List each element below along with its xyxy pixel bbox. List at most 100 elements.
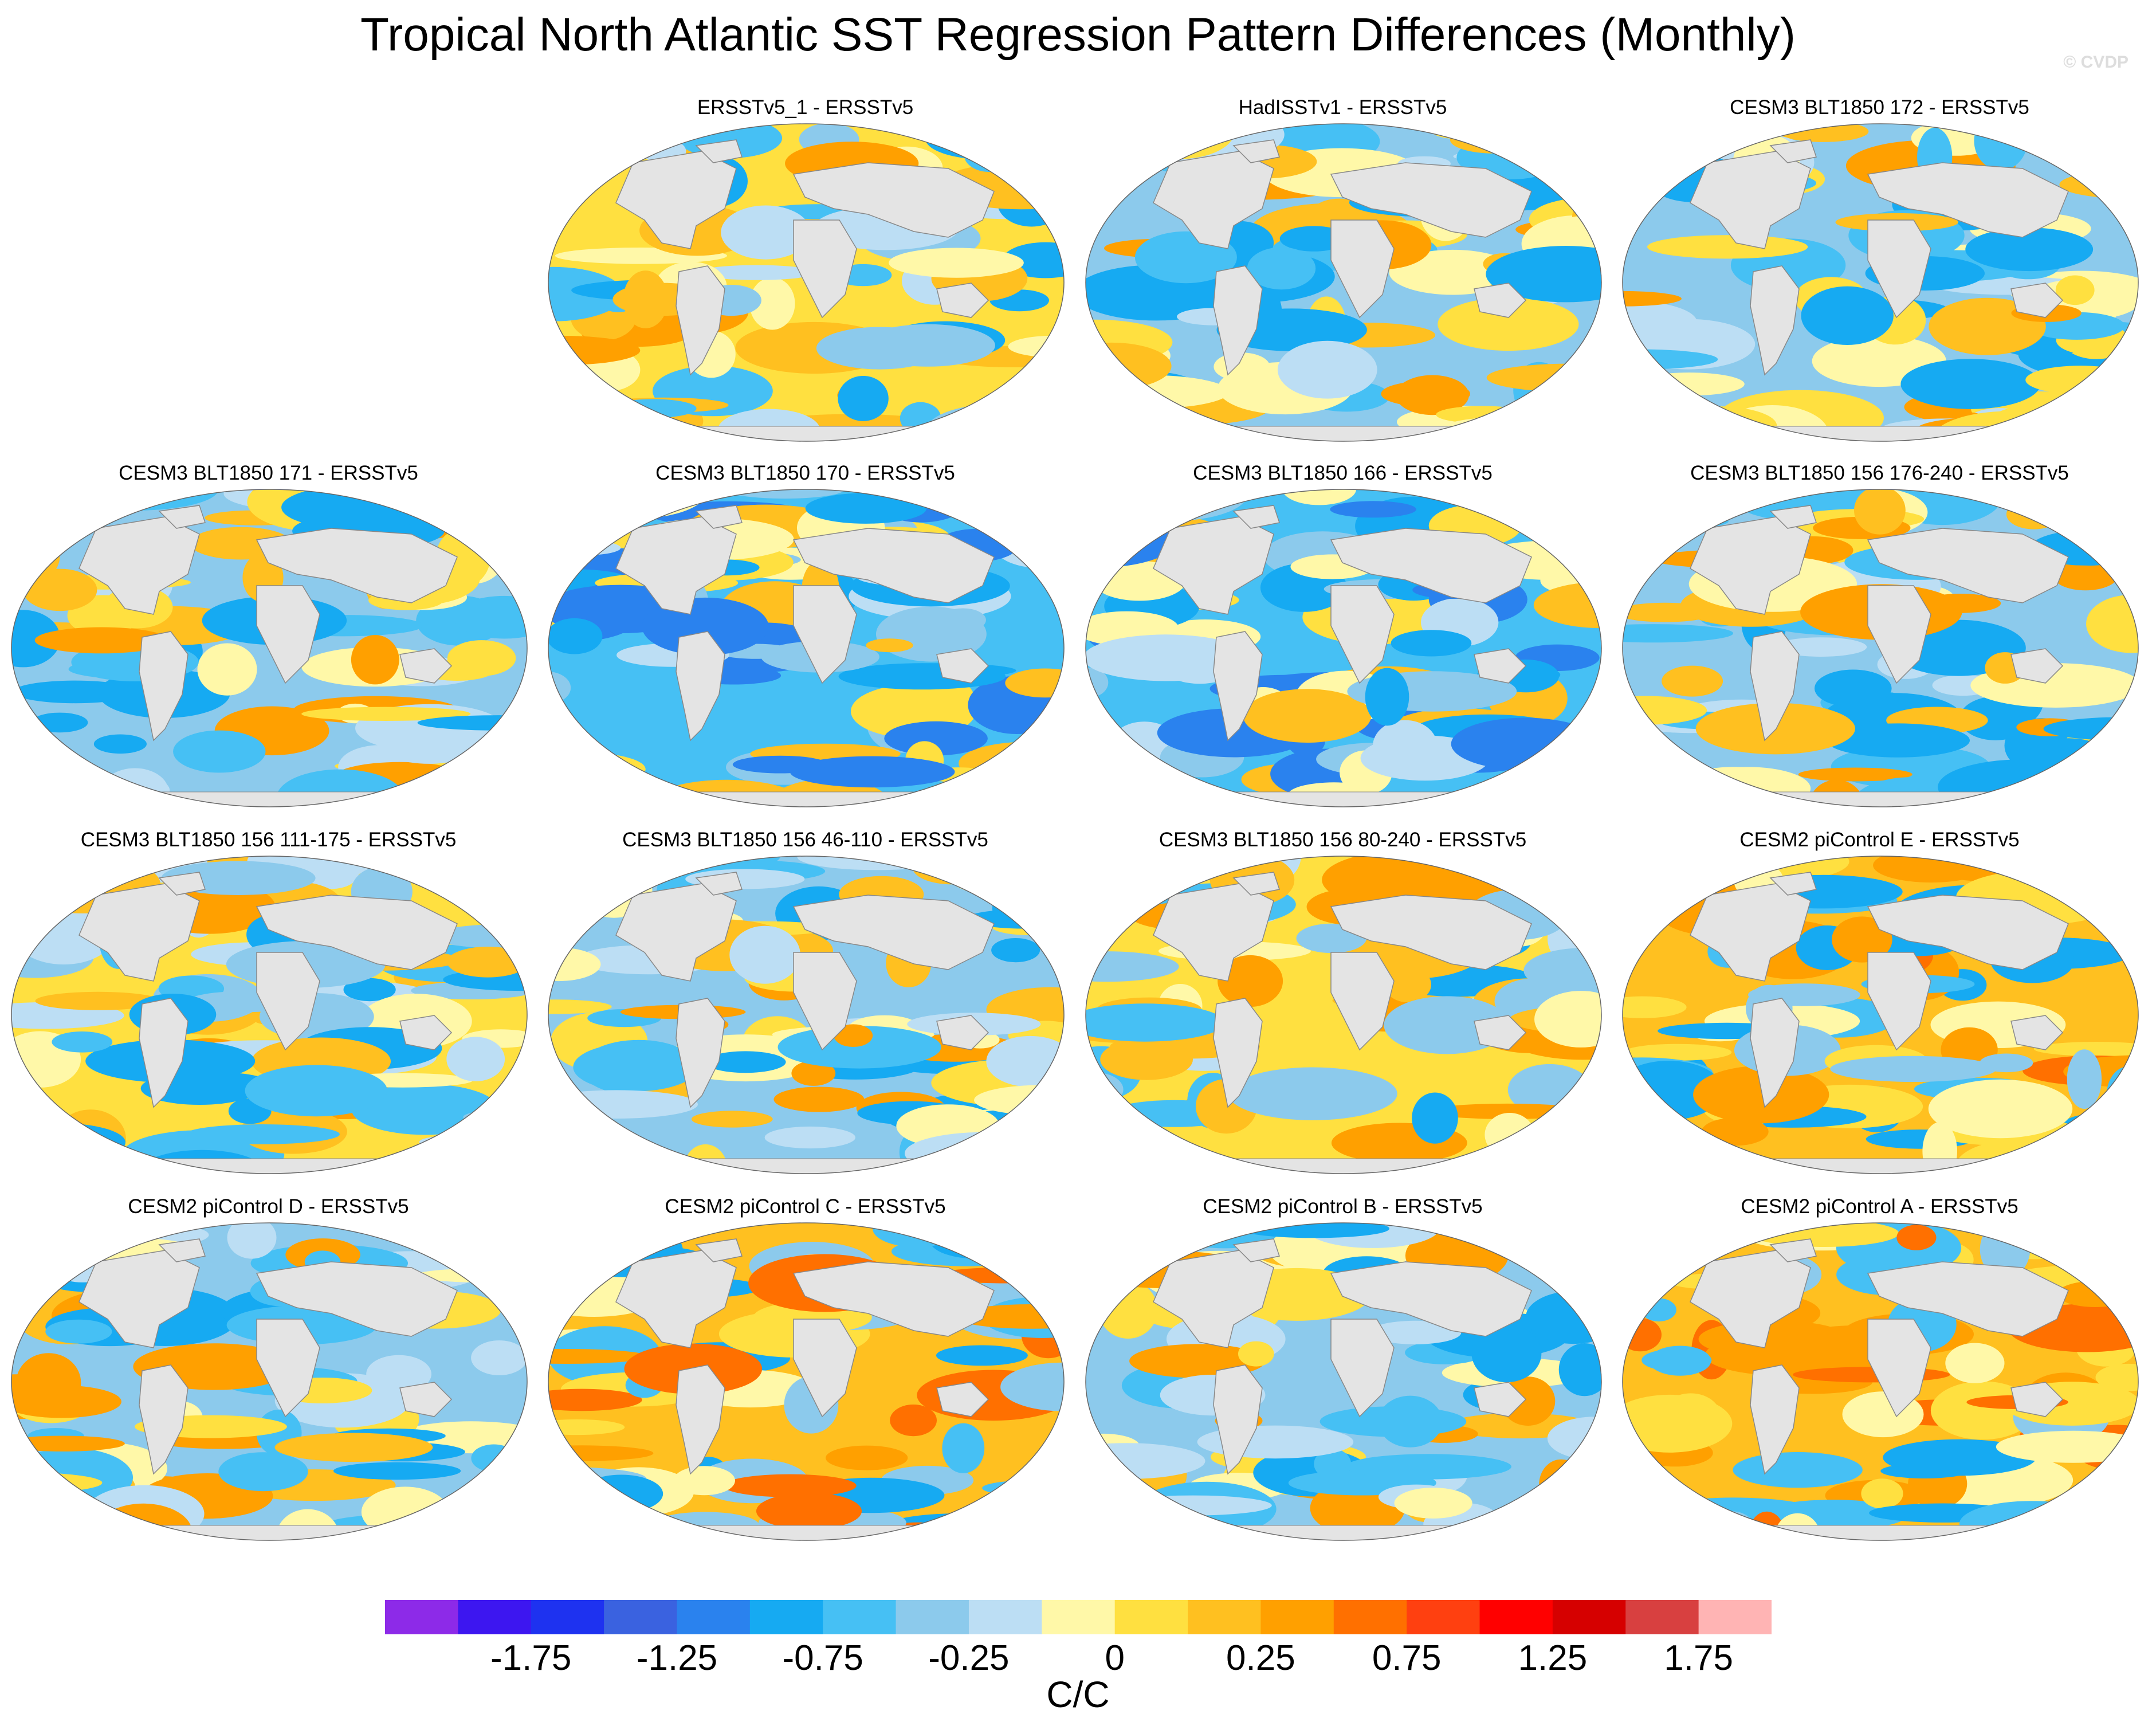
sst-anomaly-region (1450, 126, 1538, 154)
sst-anomaly-region (2025, 366, 2136, 394)
sst-anomaly-region (548, 540, 621, 556)
sst-anomaly-region (333, 1462, 461, 1480)
sst-anomaly-region (1114, 1495, 1272, 1516)
sst-anomaly-region (1965, 227, 2094, 272)
sst-anomaly-region (11, 1385, 121, 1418)
sst-anomaly-region (889, 248, 1024, 278)
sst-anomaly-region (93, 734, 147, 754)
sst-difference-map (548, 856, 1065, 1174)
sst-anomaly-region (1369, 1320, 1462, 1344)
antarctica-landmass (11, 1158, 527, 1174)
colorbar-tick-label: -1.25 (636, 1638, 718, 1678)
continent-landmass (1330, 895, 1532, 970)
sst-anomaly-region (579, 1474, 663, 1513)
continent-landmass (793, 952, 857, 1051)
sst-anomaly-region (548, 124, 644, 167)
map-border (11, 856, 528, 1174)
colorbar-swatch (1479, 1600, 1553, 1634)
sst-anomaly-region (1481, 856, 1539, 884)
sst-anomaly-region (1675, 489, 1721, 524)
sst-anomaly-region (826, 1445, 908, 1470)
continent-landmass (1213, 1364, 1263, 1475)
sst-anomaly-region (548, 124, 653, 164)
sst-anomaly-region (2025, 489, 2120, 515)
map-panel: CESM3 BLT1850 171 - ERSSTv5 (0, 462, 537, 829)
sst-anomaly-region (1042, 1139, 1064, 1174)
continent-landmass (1750, 1364, 1800, 1475)
sst-anomaly-region (548, 779, 657, 798)
sst-anomaly-region (2059, 776, 2138, 807)
panel-title: CESM3 BLT1850 172 - ERSSTv5 (1730, 96, 2029, 119)
continent-landmass (158, 1238, 206, 1262)
continent-landmass (1330, 952, 1395, 1051)
colorbar-tick-label: 0.25 (1226, 1638, 1295, 1678)
antarctica-landmass (1086, 1158, 1601, 1174)
sst-anomaly-region (1959, 696, 2032, 740)
sst-anomaly-region (1854, 489, 1906, 535)
sst-difference-map (548, 1222, 1065, 1541)
continent-landmass (399, 648, 453, 684)
antarctica-landmass (1086, 426, 1601, 441)
map-border (1085, 1222, 1602, 1541)
map-border (1085, 489, 1602, 807)
continent-landmass (792, 895, 995, 970)
panel-title: CESM3 BLT1850 156 111-175 - ERSSTv5 (80, 829, 457, 851)
sst-anomaly-region (37, 1238, 95, 1270)
sst-anomaly-region (1277, 340, 1377, 399)
continent-landmass (695, 1238, 743, 1262)
colorbar (385, 1600, 1772, 1634)
sst-anomaly-region (446, 1037, 505, 1081)
continent-landmass (676, 631, 725, 742)
sst-anomaly-region (86, 774, 170, 807)
sst-anomaly-region (1384, 967, 1431, 1003)
sst-anomaly-region (548, 1349, 649, 1364)
map-panel: CESM3 BLT1850 170 - ERSSTv5 (537, 462, 1074, 829)
sst-anomaly-region (2006, 499, 2061, 529)
sst-anomaly-region (185, 1124, 340, 1144)
continent-landmass (676, 1364, 725, 1475)
colorbar-swatch (896, 1600, 969, 1634)
panel-title: CESM2 piControl C - ERSSTv5 (665, 1195, 946, 1218)
sst-difference-map (1622, 856, 2139, 1174)
map-panel: CESM2 piControl B - ERSSTv5 (1074, 1195, 1611, 1562)
sst-anomaly-region (1686, 767, 1811, 807)
sst-anomaly-region (1815, 669, 1892, 707)
sst-anomaly-region (1623, 996, 1687, 1018)
sst-anomaly-region (2099, 1158, 2138, 1174)
continent-landmass (1867, 952, 1931, 1051)
sst-anomaly-region (1086, 862, 1175, 898)
sst-anomaly-region (1775, 637, 1867, 657)
sst-anomaly-region (361, 1486, 449, 1537)
sst-anomaly-region (1662, 665, 1723, 697)
sst-anomaly-region (1798, 767, 1912, 782)
continent-landmass (792, 528, 995, 603)
sst-anomaly-region (2053, 1223, 2138, 1272)
colorbar-swatch (1042, 1600, 1116, 1634)
map-border (1622, 489, 2139, 807)
sst-anomaly-region (34, 627, 169, 654)
sst-anomaly-region (2095, 1363, 2138, 1391)
map-border (548, 123, 1065, 442)
antarctica-landmass (548, 1158, 1064, 1174)
continent-landmass (1330, 1319, 1395, 1418)
colorbar-swatch (823, 1600, 897, 1634)
sst-anomaly-region (1132, 489, 1232, 504)
sst-anomaly-region (447, 947, 527, 978)
map-panel: CESM2 piControl E - ERSSTv5 (1611, 829, 2148, 1195)
sst-anomaly-region (509, 1452, 527, 1487)
sst-anomaly-region (756, 1492, 862, 1530)
sst-anomaly-region (1577, 710, 1601, 755)
continent-landmass (1330, 162, 1532, 238)
map-panel: CESM2 piControl D - ERSSTv5 (0, 1195, 537, 1562)
sst-anomaly-region (471, 1340, 527, 1375)
continent-landmass (1867, 162, 2069, 238)
map-panel: CESM2 piControl C - ERSSTv5 (537, 1195, 1074, 1562)
sst-difference-map (1622, 1222, 2139, 1541)
sst-difference-map (1622, 123, 2139, 442)
sst-anomaly-region (610, 399, 697, 418)
sst-anomaly-region (548, 618, 603, 654)
panel-title: HadISSTv1 - ERSSTv5 (1238, 96, 1447, 119)
sst-anomaly-region (1098, 1519, 1169, 1539)
map-panel: CESM3 BLT1850 156 111-175 - ERSSTv5 (0, 829, 537, 1195)
sst-difference-map (1085, 123, 1602, 442)
